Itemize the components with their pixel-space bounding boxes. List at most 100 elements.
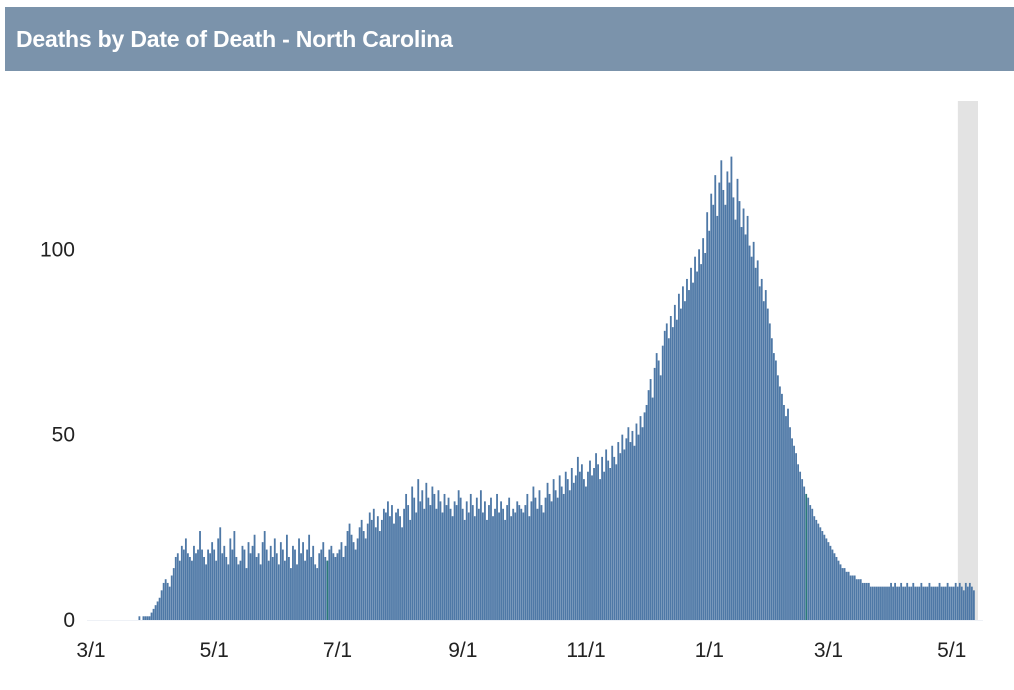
bar <box>366 523 369 620</box>
bar <box>340 542 343 620</box>
bar <box>930 586 933 620</box>
bar <box>637 434 640 620</box>
bar <box>328 549 331 620</box>
bar <box>578 471 581 620</box>
bar <box>552 479 555 620</box>
bar <box>607 460 610 620</box>
bar <box>932 586 935 620</box>
bar <box>362 531 365 620</box>
bar <box>314 564 317 620</box>
bar <box>694 256 696 620</box>
bar <box>510 516 513 620</box>
bar <box>160 590 163 620</box>
bar <box>831 549 834 620</box>
bar <box>647 390 650 620</box>
bar <box>562 493 565 620</box>
bar <box>217 538 220 620</box>
bar <box>152 608 155 620</box>
bar <box>467 512 470 620</box>
bar <box>859 579 862 620</box>
bar <box>504 519 507 620</box>
bar <box>677 293 680 620</box>
bar <box>631 430 634 620</box>
bar <box>962 590 965 620</box>
bar <box>558 475 561 620</box>
bar <box>964 582 967 620</box>
bar <box>837 560 840 620</box>
bar <box>774 360 777 620</box>
bar <box>203 556 205 620</box>
bar <box>825 538 828 620</box>
bar <box>518 505 521 620</box>
bar <box>821 531 824 620</box>
y-tick-label: 50 <box>52 424 75 447</box>
bar <box>176 553 179 620</box>
bar <box>336 553 339 620</box>
bar <box>437 490 440 620</box>
bar <box>888 586 890 620</box>
bar <box>290 568 292 620</box>
bar <box>146 616 149 620</box>
bar <box>370 519 373 620</box>
bar <box>425 482 428 620</box>
bar <box>738 201 741 620</box>
bar <box>871 586 874 620</box>
bar <box>257 553 260 620</box>
bar <box>223 545 226 620</box>
bar <box>207 549 210 620</box>
bar <box>423 508 426 620</box>
bar <box>382 508 385 620</box>
bar <box>449 508 452 620</box>
bar <box>514 512 517 620</box>
bar <box>427 497 430 620</box>
bar <box>508 497 511 620</box>
bar <box>199 531 201 620</box>
bar <box>310 556 313 620</box>
bar <box>556 497 559 620</box>
bar <box>477 508 480 620</box>
bar <box>271 556 274 620</box>
bar <box>447 497 450 620</box>
bar <box>496 493 498 620</box>
bar <box>211 542 214 620</box>
bar <box>744 234 747 620</box>
bar <box>884 586 886 620</box>
bar <box>873 586 876 620</box>
bar <box>829 545 832 620</box>
bar <box>811 508 814 620</box>
bar <box>506 505 509 620</box>
bar <box>615 464 618 620</box>
bar <box>352 542 355 620</box>
bar <box>389 516 391 620</box>
bar <box>471 505 474 620</box>
bar <box>308 534 311 620</box>
bar <box>958 582 961 620</box>
bar <box>195 553 197 620</box>
bar <box>619 453 622 620</box>
bar <box>267 560 270 620</box>
bar <box>641 427 644 620</box>
bar <box>633 445 636 620</box>
bar <box>722 189 725 620</box>
bar <box>229 538 232 620</box>
bar <box>928 582 931 620</box>
x-tick-label: 5/1 <box>200 639 229 662</box>
x-tick-label: 7/1 <box>323 639 352 662</box>
bar <box>453 501 456 620</box>
bar <box>433 493 436 620</box>
bar <box>484 501 486 620</box>
bar <box>316 568 319 620</box>
bar <box>219 527 222 620</box>
bar <box>764 290 767 620</box>
bar <box>285 534 288 620</box>
bar <box>591 475 593 620</box>
bar <box>597 464 599 620</box>
bar <box>716 215 719 621</box>
bar <box>966 586 969 620</box>
bar <box>576 456 579 620</box>
bar <box>708 230 711 620</box>
bar <box>706 212 709 620</box>
bar <box>900 582 903 620</box>
bar <box>894 582 896 620</box>
bar <box>639 416 642 620</box>
